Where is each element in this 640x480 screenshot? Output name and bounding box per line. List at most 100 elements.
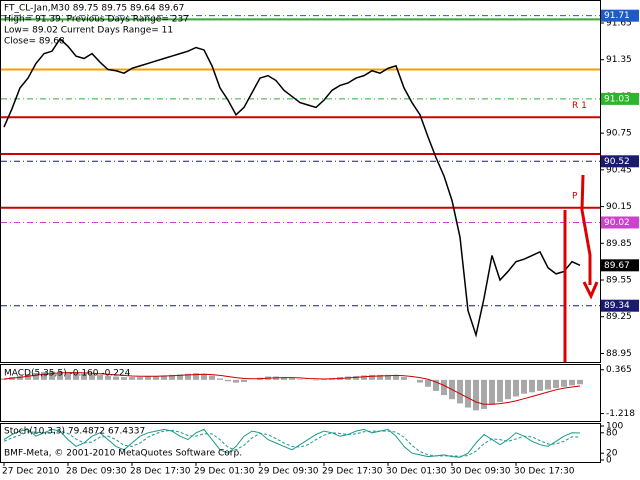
info-line: Low= 89.02 Current Days Range= 11: [4, 26, 173, 36]
bar: [1, 378, 7, 380]
bar: [41, 372, 47, 380]
price-tag: [601, 9, 639, 22]
price-tag-label: 91.03: [604, 94, 630, 104]
y-tick-label: 0.365: [606, 365, 632, 375]
price-tag-label: 91.71: [604, 11, 630, 21]
bar: [201, 373, 207, 380]
bar: [457, 379, 463, 404]
price-tag: [601, 216, 639, 229]
info-line: High= 91.39, Previous Days Range= 237: [4, 15, 189, 25]
bar: [577, 379, 583, 385]
series-line: [3, 428, 581, 458]
bar: [105, 375, 111, 380]
x-tick-label: 27 Dec 2010: [2, 467, 60, 477]
bar: [169, 374, 175, 380]
bar: [161, 375, 167, 380]
pivot-label: R 1: [572, 101, 587, 111]
bar: [177, 374, 183, 380]
bar: [65, 372, 71, 380]
bar: [561, 379, 567, 387]
copyright: BMF-Meta, © 2001-2010 MetaQuotes Softwar…: [4, 449, 242, 459]
bar: [289, 378, 295, 380]
y-tick-label: 90.75: [606, 129, 632, 139]
x-tick-label: 30 Dec 09:30: [450, 467, 511, 477]
bar: [89, 374, 95, 380]
bar: [209, 375, 215, 380]
price-tag-label: 90.02: [604, 218, 630, 228]
indicator-arrow: [580, 174, 592, 285]
y-tick-label: 90.15: [606, 202, 632, 212]
bar: [241, 379, 247, 383]
y-tick-label: 90.45: [606, 165, 632, 175]
bar: [113, 376, 119, 380]
y-tick-label: -1.218: [606, 409, 635, 419]
x-tick-label: 29 Dec 17:30: [322, 467, 383, 477]
bar: [145, 376, 151, 380]
bar: [225, 379, 231, 382]
price-tag: [601, 299, 639, 312]
bar: [569, 379, 575, 386]
bar: [505, 379, 511, 400]
bar: [217, 378, 223, 380]
series-line: [3, 372, 581, 405]
bar: [57, 371, 63, 380]
price-tag-label: 89.67: [604, 261, 630, 271]
y-tick-label: 89.25: [606, 312, 632, 322]
x-tick-label: 29 Dec 09:30: [258, 467, 319, 477]
bar: [513, 379, 519, 397]
bar: [521, 379, 527, 394]
bar: [121, 377, 127, 380]
y-tick-label: 91.65: [606, 19, 632, 29]
bar: [465, 379, 471, 408]
bar: [473, 379, 479, 411]
bar: [129, 377, 135, 380]
bar: [553, 379, 559, 389]
bar: [297, 379, 303, 380]
bar: [81, 373, 87, 380]
x-tick-label: 28 Dec 09:30: [66, 467, 127, 477]
bar: [537, 379, 543, 391]
bar: [233, 379, 239, 383]
x-tick-label: 30 Dec 01:30: [386, 467, 447, 477]
bar: [425, 379, 431, 387]
bar: [497, 379, 503, 402]
y-tick-label: 20: [606, 449, 618, 459]
bar: [49, 371, 55, 380]
bar: [25, 374, 31, 380]
y-tick-label: 91.35: [606, 55, 632, 65]
y-tick-label: 89.85: [606, 239, 632, 249]
bar: [385, 374, 391, 380]
price-tag-label: 90.52: [604, 157, 630, 167]
bar: [281, 377, 287, 380]
price-tag-label: 89.34: [604, 301, 630, 311]
y-tick-label: 0: [606, 456, 612, 466]
bar: [401, 377, 407, 380]
stoch-title: Stoch(10,3,3) 79.4872 67.4337: [4, 427, 145, 437]
bar: [185, 373, 191, 380]
bar: [417, 379, 423, 383]
x-tick-label: 28 Dec 17:30: [130, 467, 191, 477]
y-tick-label: 100: [606, 422, 623, 432]
bar: [153, 375, 159, 380]
y-tick-label: 88.95: [606, 349, 632, 359]
bar: [441, 379, 447, 396]
price-tag: [601, 92, 639, 105]
bar: [97, 374, 103, 380]
main-panel: [0, 0, 601, 363]
bar: [393, 374, 399, 380]
series-line: [3, 37, 581, 338]
bar: [353, 375, 359, 380]
y-tick-label: 80: [606, 428, 618, 438]
price-tag: [601, 259, 639, 272]
bar: [377, 374, 383, 380]
pivot-label: P: [572, 191, 578, 201]
chart-title: FT_CL-Jan,M30 89.75 89.75 89.64 89.67: [4, 4, 184, 14]
price-tag: [601, 155, 639, 168]
series-line: [3, 429, 581, 457]
bar: [489, 379, 495, 405]
info-line: Close= 89.68: [4, 37, 65, 47]
macd-title: MACD(5,35,5) -0.160 -0.224: [4, 369, 131, 379]
bar: [529, 379, 535, 393]
